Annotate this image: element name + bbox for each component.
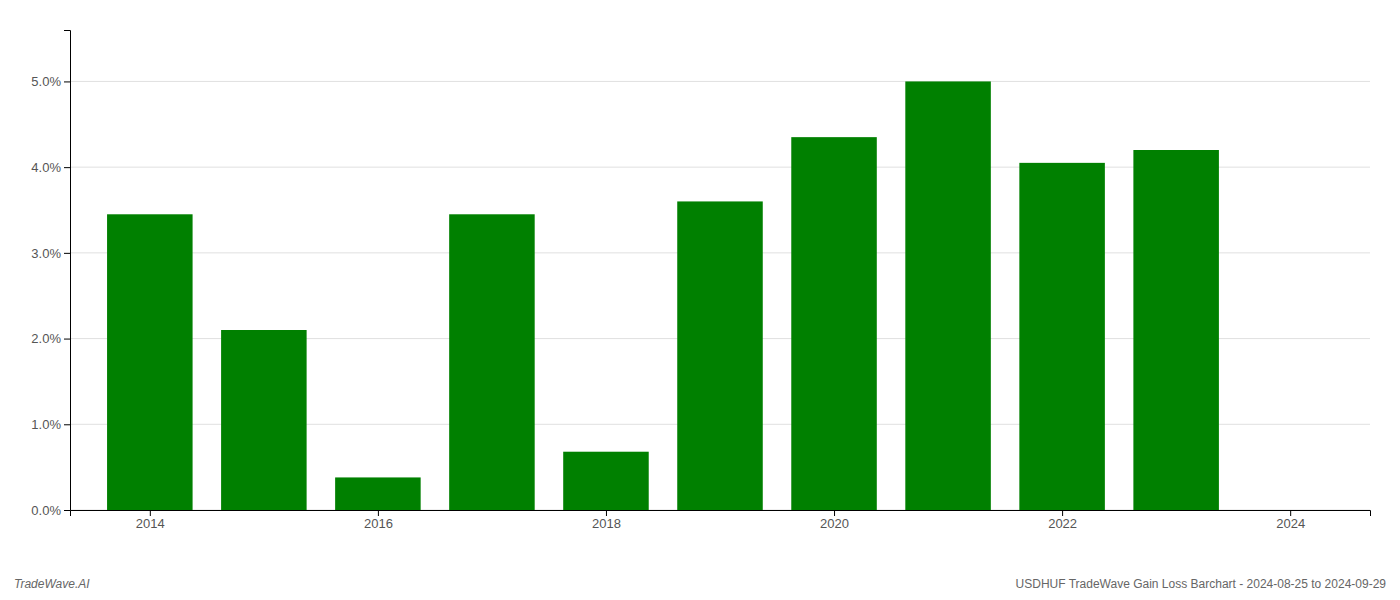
- bar: [107, 214, 193, 510]
- x-axis: 2014 2016 2018 2020 2022 2024: [71, 510, 1371, 531]
- x-tick: 2022: [1048, 510, 1077, 531]
- x-tick-mark: [834, 510, 835, 516]
- y-tick-label: 5.0%: [31, 74, 61, 89]
- x-tick: 2018: [592, 510, 621, 531]
- x-tick-mark: [1290, 510, 1291, 516]
- y-axis: 0.0% 1.0% 2.0% 3.0% 4.0% 5.0%: [31, 31, 70, 518]
- y-tick-mark: [64, 339, 70, 340]
- plot: 2014 2016 2018 2020 2022 2024 0.0% 1.0% 2.0% 3.0%…: [31, 31, 1370, 532]
- y-tick-label: 3.0%: [31, 246, 61, 261]
- bar: [677, 201, 763, 510]
- grid-line: [70, 81, 1370, 82]
- y-tick-mark: [64, 81, 70, 82]
- x-tick: 2020: [820, 510, 849, 531]
- x-tick-mark: [150, 510, 151, 516]
- x-axis-line: [71, 511, 1371, 517]
- y-tick: 5.0%: [31, 74, 70, 89]
- y-tick-label: 2.0%: [31, 331, 61, 346]
- y-tick: 2.0%: [31, 331, 70, 346]
- x-tick-label: 2014: [136, 516, 165, 531]
- x-tick-mark: [606, 510, 607, 516]
- chart: 2014 2016 2018 2020 2022 2024 0.0% 1.0% 2.0% 3.0%…: [0, 0, 1400, 600]
- bar: [563, 452, 649, 510]
- bar: [1019, 163, 1105, 510]
- y-tick: 3.0%: [31, 246, 70, 261]
- bars: [107, 81, 1219, 510]
- y-tick-mark: [64, 253, 70, 254]
- bar: [221, 330, 307, 510]
- y-tick-label: 0.0%: [31, 503, 61, 518]
- x-tick-label: 2022: [1048, 516, 1077, 531]
- y-tick: 4.0%: [31, 160, 70, 175]
- y-tick-label: 4.0%: [31, 160, 61, 175]
- x-tick-label: 2018: [592, 516, 621, 531]
- y-tick: 1.0%: [31, 417, 70, 432]
- bar: [449, 214, 535, 510]
- footer-right: USDHUF TradeWave Gain Loss Barchart - 20…: [1016, 577, 1387, 591]
- y-tick-mark: [64, 510, 70, 511]
- y-axis-line: [64, 31, 71, 511]
- x-tick: 2014: [136, 510, 165, 531]
- y-tick-mark: [64, 167, 70, 168]
- x-tick-label: 2024: [1276, 516, 1305, 531]
- y-tick-mark: [64, 424, 70, 425]
- y-tick-label: 1.0%: [31, 417, 61, 432]
- bar: [791, 137, 877, 510]
- x-tick-label: 2016: [364, 516, 393, 531]
- x-tick: 2016: [364, 510, 393, 531]
- x-tick: 2024: [1276, 510, 1305, 531]
- bar: [905, 81, 991, 510]
- x-tick-mark: [378, 510, 379, 516]
- x-tick-label: 2020: [820, 516, 849, 531]
- grid: [70, 81, 1370, 510]
- bar: [1133, 150, 1219, 510]
- footer-left: TradeWave.AI: [14, 577, 90, 591]
- x-tick-mark: [1062, 510, 1063, 516]
- bar: [335, 477, 421, 510]
- y-tick: 0.0%: [31, 503, 70, 518]
